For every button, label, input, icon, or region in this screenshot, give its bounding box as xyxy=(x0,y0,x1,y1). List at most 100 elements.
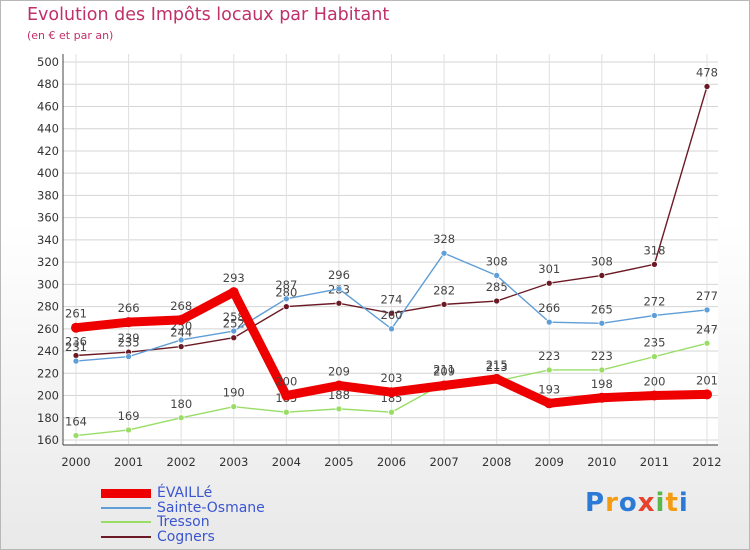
data-point--vaill- xyxy=(71,322,81,333)
data-point-tresson xyxy=(651,353,658,360)
data-point-cogners xyxy=(230,334,238,342)
legend-item-cogners: Cogners xyxy=(101,530,265,545)
data-label-tresson: 164 xyxy=(65,415,87,429)
data-label-sainte-osmane: 235 xyxy=(118,336,140,350)
data-label-tresson: 190 xyxy=(223,386,245,400)
x-tick-label: 2007 xyxy=(429,455,458,469)
data-point--vaill- xyxy=(333,380,344,391)
data-label-tresson: 247 xyxy=(696,322,718,336)
data-label-cogners: 274 xyxy=(381,292,403,306)
data-point-tresson xyxy=(72,432,80,439)
data-label-sainte-osmane: 272 xyxy=(643,294,665,308)
data-label-sainte-osmane: 266 xyxy=(538,301,560,315)
y-tick-label: 460 xyxy=(37,99,59,113)
data-point--vaill- xyxy=(544,398,555,409)
data-label-tresson: 180 xyxy=(170,397,192,411)
logo-letter: i xyxy=(655,488,666,518)
data-label-sainte-osmane: 328 xyxy=(433,232,455,246)
data-label-cogners: 478 xyxy=(696,65,718,79)
data-point-tresson xyxy=(703,339,711,347)
data-label-cogners: 318 xyxy=(643,243,665,257)
data-point-cogners xyxy=(177,343,185,350)
y-tick-label: 500 xyxy=(37,55,59,69)
data-label--vaill-: 200 xyxy=(643,375,665,389)
data-label-sainte-osmane: 260 xyxy=(381,308,403,322)
data-point-sainte-osmane xyxy=(125,353,132,360)
data-label-cogners: 236 xyxy=(65,335,87,349)
logo-letter: r xyxy=(605,488,619,518)
data-point-tresson xyxy=(545,366,553,374)
data-label-sainte-osmane: 265 xyxy=(591,302,613,316)
y-tick-label: 160 xyxy=(37,433,59,447)
y-tick-label: 400 xyxy=(37,166,59,180)
data-point-sainte-osmane xyxy=(493,272,501,279)
data-point-cogners xyxy=(703,83,711,90)
data-point--vaill- xyxy=(228,287,239,298)
legend: ÉVAILLé Sainte-Osmane Tresson Cogners xyxy=(101,486,265,544)
data-label-sainte-osmane: 258 xyxy=(223,310,245,324)
x-tick-label: 2011 xyxy=(640,455,669,469)
x-tick-label: 2003 xyxy=(219,455,248,469)
x-tick-label: 2012 xyxy=(692,455,721,469)
y-tick-label: 200 xyxy=(37,389,59,403)
y-tick-label: 300 xyxy=(37,277,59,291)
data-label-sainte-osmane: 296 xyxy=(328,268,350,282)
legend-label-sainte-osmane: Sainte-Osmane xyxy=(157,499,265,516)
x-tick-label: 2006 xyxy=(377,455,406,469)
y-tick-label: 260 xyxy=(37,322,59,336)
y-tick-label: 340 xyxy=(37,233,59,247)
data-point-cogners xyxy=(651,260,658,268)
y-tick-label: 280 xyxy=(37,300,59,314)
data-point-tresson xyxy=(177,414,185,422)
data-point-sainte-osmane xyxy=(651,312,658,319)
y-tick-label: 440 xyxy=(37,122,59,136)
data-label--vaill-: 200 xyxy=(275,375,297,389)
data-point-sainte-osmane xyxy=(703,306,711,314)
legend-item-evaille: ÉVAILLé xyxy=(101,486,265,501)
data-point-cogners xyxy=(388,309,395,317)
data-label--vaill-: 261 xyxy=(65,307,87,321)
legend-item-tresson: Tresson xyxy=(101,515,265,530)
proxiti-logo: Proxiti xyxy=(585,488,689,518)
data-label-sainte-osmane: 231 xyxy=(65,340,87,354)
data-label-cogners: 239 xyxy=(118,331,140,345)
data-label-tresson: 213 xyxy=(486,360,508,374)
data-point--vaill- xyxy=(123,317,134,328)
x-tick-label: 2008 xyxy=(482,455,511,469)
data-point-sainte-osmane xyxy=(440,249,448,257)
legend-swatch-evaille xyxy=(101,488,151,498)
data-point--vaill- xyxy=(491,373,502,384)
data-point-sainte-osmane xyxy=(282,295,290,303)
data-point-sainte-osmane xyxy=(335,285,343,293)
data-point-tresson xyxy=(388,408,395,416)
x-tick-label: 2001 xyxy=(114,455,143,469)
data-label--vaill-: 266 xyxy=(118,301,140,315)
data-label--vaill-: 293 xyxy=(223,271,245,285)
data-point-cogners xyxy=(440,301,448,308)
legend-item-sainte-osmane: Sainte-Osmane xyxy=(101,501,265,516)
x-tick-label: 2010 xyxy=(587,455,616,469)
x-tick-label: 2002 xyxy=(167,455,196,469)
y-tick-label: 320 xyxy=(37,255,59,269)
data-point-cogners xyxy=(493,297,501,305)
data-label-sainte-osmane: 308 xyxy=(486,254,508,268)
data-point-tresson xyxy=(230,403,238,410)
y-tick-label: 480 xyxy=(37,77,59,91)
y-tick-label: 380 xyxy=(37,188,59,202)
data-label-tresson: 211 xyxy=(433,362,455,376)
data-point-cogners xyxy=(545,279,553,287)
data-point-sainte-osmane xyxy=(598,319,606,327)
data-point-cogners xyxy=(282,303,290,310)
chart-title: Evolution des Impôts locaux par Habitant xyxy=(27,5,390,25)
y-tick-label: 180 xyxy=(37,411,59,425)
data-point--vaill- xyxy=(176,314,187,325)
logo-letter: t xyxy=(665,488,679,518)
data-point--vaill- xyxy=(649,390,660,401)
plot-area xyxy=(63,54,718,444)
logo-letter: P xyxy=(585,488,606,518)
data-point-tresson xyxy=(335,405,343,413)
legend-label-evaille: ÉVAILLé xyxy=(157,485,213,502)
x-tick-label: 2000 xyxy=(61,455,90,469)
